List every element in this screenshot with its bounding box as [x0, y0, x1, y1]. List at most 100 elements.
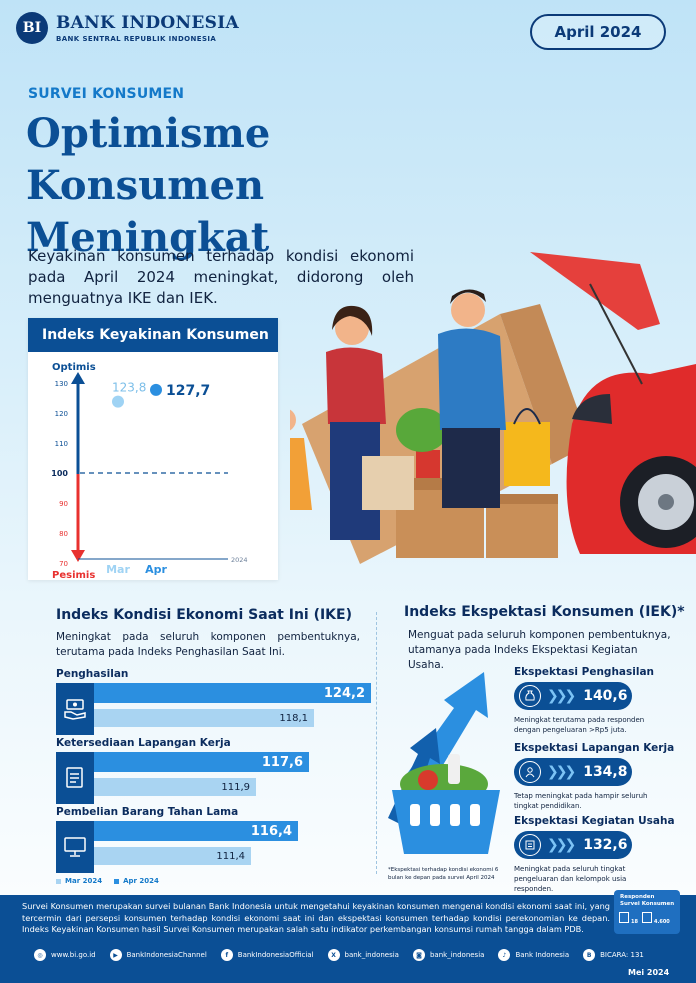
y-tick-70: 70 — [59, 560, 68, 568]
y-tick-130: 130 — [55, 380, 68, 388]
globe-icon: ◎ — [34, 949, 46, 961]
ike-legend: Mar 2024 Apr 2024 — [56, 877, 159, 885]
youtube-icon: ▶ — [109, 949, 122, 961]
y-tick-110: 110 — [55, 440, 68, 448]
social-link-1[interactable]: ▶ BankIndonesiaChannel — [109, 949, 207, 961]
point-apr — [150, 383, 162, 396]
ike-description: Meningkat pada seluruh komponen pembentu… — [56, 631, 360, 658]
tomato-icon — [418, 770, 438, 790]
child-dress-icon — [290, 438, 312, 510]
ike-bar-mar-barang-tahan-lama: 111,4 — [94, 847, 251, 865]
social-label: bank_indonesia — [344, 951, 399, 959]
respondents-title-line-1: Responden — [620, 894, 655, 900]
iek-title: Indeks Ekspektasi Konsumen (IEK)* — [404, 604, 685, 620]
ikk-title: Indeks Keyakinan Konsumen — [28, 318, 278, 352]
trunk-strut-icon — [589, 283, 643, 385]
publication-date: Mei 2024 — [628, 968, 670, 977]
social-label: www.bi.go.id — [51, 951, 96, 959]
bank-indonesia-logo: BI — [16, 12, 48, 44]
ikk-chart: Optimis Pesimis 130 120 110 100 90 80 70 123,8… — [51, 362, 247, 580]
facebook-icon: f — [220, 949, 233, 961]
father-legs-icon — [442, 428, 500, 508]
plant-pot-icon — [416, 450, 440, 478]
iek-note-kegiatan-usaha: Meningkat pada seluruh tingkat pengeluar… — [514, 865, 627, 893]
axis-down-arrow — [71, 550, 85, 562]
social-link-5[interactable]: ♪ Bank Indonesia — [498, 949, 569, 961]
ike-title: Indeks Kondisi Ekonomi Saat Ini (IKE) — [56, 607, 352, 623]
child-head-icon — [290, 409, 296, 431]
x-icon: X — [327, 949, 340, 961]
ike-bar-apr-barang-tahan-lama: 116,4 — [94, 821, 298, 841]
bag-handle-icon — [513, 408, 541, 425]
iek-value-kegiatan-usaha: ❯❯❯ 132,6 — [514, 831, 632, 859]
y-tick-120: 120 — [55, 410, 68, 418]
iek-description: Menguat pada seluruh komponen pembentukn… — [408, 629, 671, 671]
ikk-card — [28, 318, 278, 580]
household-stat: 4.600 — [641, 912, 670, 925]
title-line-1: Optimisme Konsumen — [26, 110, 271, 209]
chevron-right-icon: ❯❯❯ — [547, 764, 576, 780]
iek-note-penghasilan: Meningkat terutama pada responden dengan… — [514, 716, 645, 734]
city-icon — [619, 912, 629, 923]
basket-icon — [392, 790, 500, 854]
iek-note-lapangan-kerja: Tetap meningkat pada hampir seluruh ting… — [514, 792, 648, 810]
iek-value: 134,8 — [583, 764, 628, 780]
basket-hole-icon — [430, 804, 440, 826]
social-label: BankIndonesiaOfficial — [237, 951, 314, 959]
money-hand-icon — [56, 683, 94, 735]
survey-tag: SURVEI KONSUMEN — [28, 86, 185, 102]
shopping-family-illustration — [290, 252, 696, 564]
basket-hole-icon — [450, 804, 460, 826]
ike-bar-apr-penghasilan: 124,2 — [94, 683, 371, 703]
iek-value: 132,6 — [583, 837, 628, 853]
iek-label-kegiatan-usaha: Ekspektasi Kegiatan Usaha — [514, 815, 675, 827]
social-label: Bank Indonesia — [515, 951, 570, 959]
monitor-icon — [56, 821, 94, 873]
social-link-4[interactable]: ◙ bank_indonesia — [412, 949, 484, 961]
bicara-icon: B — [583, 949, 596, 961]
iek-footnote: *Ekspektasi terhadap kondisi ekonomi 6 b… — [388, 867, 499, 881]
mother-hair-icon — [332, 305, 373, 336]
bg-box-side-icon — [500, 304, 590, 464]
mother-body-icon — [326, 347, 386, 424]
car-rear-light-icon — [572, 394, 612, 424]
point-mar — [112, 395, 124, 408]
x-tick-apr: Apr — [145, 563, 167, 576]
shopping-bag-icon — [504, 422, 550, 486]
y-tick-100: 100 — [51, 469, 68, 478]
social-label: BankIndonesiaChannel — [126, 951, 207, 959]
chevron-right-icon: ❯❯❯ — [547, 837, 576, 853]
ike-bar-apr-lapangan-kerja: 117,6 — [94, 752, 309, 772]
respondents-title: Responden Survei Konsumen — [620, 894, 674, 908]
bank-name: BANK INDONESIA — [56, 13, 239, 33]
iek-label-penghasilan: Ekspektasi Penghasilan — [514, 666, 655, 678]
period-badge: April 2024 — [530, 14, 666, 50]
social-label: BICARA: 131 — [600, 951, 644, 959]
box-top-icon — [486, 494, 558, 504]
iek-value: 140,6 — [583, 688, 628, 704]
ike-row-barang-tahan-lama: 116,4 111,4 — [56, 821, 356, 873]
ike-bar-mar-lapangan-kerja: 111,9 — [94, 778, 256, 796]
optimis-label: Optimis — [52, 362, 96, 373]
ike-row-penghasilan: 124,2 118,1 — [56, 683, 371, 735]
city-stat: 18 — [619, 912, 638, 925]
tiktok-icon: ♪ — [498, 949, 511, 961]
social-link-6[interactable]: B BICARA: 131 — [583, 949, 644, 961]
car-hub-icon — [658, 494, 674, 510]
social-link-2[interactable]: f BankIndonesiaOfficial — [220, 949, 314, 961]
worker-icon — [519, 761, 541, 783]
chevron-right-icon: ❯❯❯ — [547, 688, 576, 704]
social-links: ◎ www.bi.go.id ▶ BankIndonesiaChannel f BankI… — [34, 949, 644, 961]
car-trunk-lid-icon — [530, 252, 660, 330]
grocery-bag-icon — [362, 456, 414, 510]
iek-label-lapangan-kerja: Ekspektasi Lapangan Kerja — [514, 742, 675, 754]
basket-growth-illustration — [388, 672, 500, 854]
house-icon — [641, 912, 652, 923]
money-bag-icon — [519, 685, 541, 707]
ike-label-lapangan-kerja: Ketersediaan Lapangan Kerja — [56, 737, 231, 749]
instagram-icon: ◙ — [412, 949, 425, 961]
section-divider — [376, 612, 377, 874]
y-tick-80: 80 — [59, 530, 68, 538]
social-link-0[interactable]: ◎ www.bi.go.id — [34, 949, 96, 961]
